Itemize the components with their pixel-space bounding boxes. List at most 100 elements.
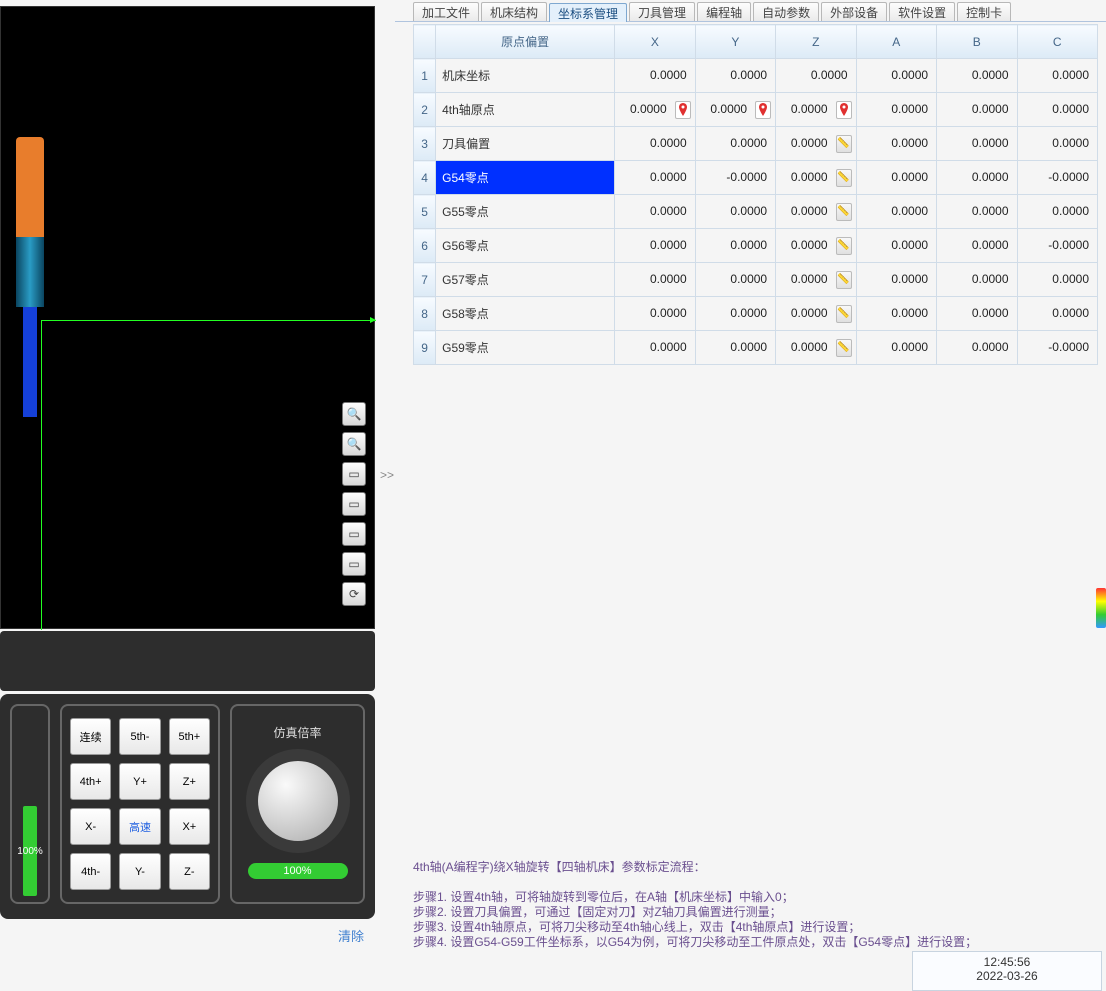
cell-value[interactable]: 0.0000 xyxy=(695,59,775,93)
cell-value[interactable]: 0.0000 xyxy=(615,195,695,229)
cell-value[interactable]: 0.0000 xyxy=(615,297,695,331)
cell-value[interactable]: 0.0000 xyxy=(695,229,775,263)
cell-value[interactable]: 0.0000 xyxy=(856,263,936,297)
cell-value[interactable]: 0.0000📏 xyxy=(776,229,856,263)
ruler-icon[interactable]: 📏 xyxy=(836,305,852,323)
cell-value[interactable]: 0.0000 xyxy=(937,127,1017,161)
pin-icon[interactable] xyxy=(675,101,691,119)
row-name[interactable]: G54零点 xyxy=(436,161,615,195)
cell-value[interactable]: 0.0000 xyxy=(856,195,936,229)
table-row[interactable]: 4G54零点0.0000-0.00000.0000📏0.00000.0000-0… xyxy=(414,161,1098,195)
tab-7[interactable]: 软件设置 xyxy=(889,2,955,21)
cell-value[interactable]: 0.0000 xyxy=(856,59,936,93)
cell-value[interactable]: 0.0000 xyxy=(937,263,1017,297)
viewport-3d[interactable]: 🔍 🔍 ▭ ▭ ▭ ▭ ⟳ xyxy=(0,6,375,629)
cell-value[interactable]: 0.0000 xyxy=(856,127,936,161)
jog-Y+[interactable]: Y+ xyxy=(119,763,160,800)
cell-value[interactable]: 0.0000 xyxy=(937,93,1017,127)
cell-value[interactable]: 0.0000📏 xyxy=(776,331,856,365)
th-C[interactable]: C xyxy=(1017,25,1097,59)
tab-8[interactable]: 控制卡 xyxy=(957,2,1011,21)
cell-value[interactable]: 0.0000 xyxy=(937,161,1017,195)
cell-value[interactable]: 0.0000 xyxy=(615,331,695,365)
tab-5[interactable]: 自动参数 xyxy=(753,2,819,21)
cell-value[interactable]: 0.0000 xyxy=(615,93,695,127)
cell-value[interactable]: 0.0000 xyxy=(776,59,856,93)
cell-value[interactable]: 0.0000📏 xyxy=(776,127,856,161)
cell-value[interactable]: 0.0000📏 xyxy=(776,161,856,195)
cell-value[interactable]: 0.0000 xyxy=(937,297,1017,331)
cell-value[interactable]: 0.0000 xyxy=(615,161,695,195)
ruler-icon[interactable]: 📏 xyxy=(836,339,852,357)
table-row[interactable]: 3刀具偏置0.00000.00000.0000📏0.00000.00000.00… xyxy=(414,127,1098,161)
row-name[interactable]: 4th轴原点 xyxy=(436,93,615,127)
row-name[interactable]: G56零点 xyxy=(436,229,615,263)
cell-value[interactable]: 0.0000 xyxy=(615,59,695,93)
refresh-icon[interactable]: ⟳ xyxy=(342,582,366,606)
cell-value[interactable]: 0.0000 xyxy=(695,93,775,127)
jog-Z-[interactable]: Z- xyxy=(169,853,210,890)
ruler-icon[interactable]: 📏 xyxy=(836,169,852,187)
cell-value[interactable]: 0.0000 xyxy=(1017,93,1097,127)
cell-value[interactable]: 0.0000 xyxy=(856,331,936,365)
row-name[interactable]: G57零点 xyxy=(436,263,615,297)
th-A[interactable]: A xyxy=(856,25,936,59)
pin-icon[interactable] xyxy=(755,101,771,119)
cell-value[interactable]: 0.0000 xyxy=(695,331,775,365)
ruler-icon[interactable]: 📏 xyxy=(836,203,852,221)
color-strip-icon[interactable] xyxy=(1096,588,1106,628)
cell-value[interactable]: 0.0000📏 xyxy=(776,195,856,229)
cell-value[interactable]: 0.0000 xyxy=(856,297,936,331)
table-row[interactable]: 9G59零点0.00000.00000.0000📏0.00000.0000-0.… xyxy=(414,331,1098,365)
view-front-icon[interactable]: ▭ xyxy=(342,462,366,486)
tab-3[interactable]: 刀具管理 xyxy=(629,2,695,21)
jog-X-[interactable]: X- xyxy=(70,808,111,845)
jog-Z+[interactable]: Z+ xyxy=(169,763,210,800)
ruler-icon[interactable]: 📏 xyxy=(836,271,852,289)
row-name[interactable]: G58零点 xyxy=(436,297,615,331)
cell-value[interactable]: -0.0000 xyxy=(1017,229,1097,263)
jog-5th+[interactable]: 5th+ xyxy=(169,718,210,755)
jog-4th+[interactable]: 4th+ xyxy=(70,763,111,800)
cell-value[interactable]: 0.0000 xyxy=(856,93,936,127)
cell-value[interactable]: 0.0000 xyxy=(1017,59,1097,93)
sim-dial[interactable] xyxy=(258,761,338,841)
cell-value[interactable]: 0.0000 xyxy=(937,195,1017,229)
zoom-out-icon[interactable]: 🔍 xyxy=(342,432,366,456)
cell-value[interactable]: 0.0000 xyxy=(1017,127,1097,161)
table-row[interactable]: 7G57零点0.00000.00000.0000📏0.00000.00000.0… xyxy=(414,263,1098,297)
jog-连续[interactable]: 连续 xyxy=(70,718,111,755)
th-Z[interactable]: Z xyxy=(776,25,856,59)
cell-value[interactable]: 0.0000 xyxy=(1017,195,1097,229)
jog-X+[interactable]: X+ xyxy=(169,808,210,845)
cell-value[interactable]: 0.0000📏 xyxy=(776,297,856,331)
cell-value[interactable]: 0.0000 xyxy=(615,127,695,161)
row-name[interactable]: 刀具偏置 xyxy=(436,127,615,161)
view-side-icon[interactable]: ▭ xyxy=(342,522,366,546)
cell-value[interactable]: 0.0000 xyxy=(695,297,775,331)
cell-value[interactable]: 0.0000 xyxy=(615,229,695,263)
row-name[interactable]: 机床坐标 xyxy=(436,59,615,93)
expand-handle-icon[interactable]: >> xyxy=(380,468,394,482)
tab-2[interactable]: 坐标系管理 xyxy=(549,3,627,22)
cell-value[interactable]: 0.0000 xyxy=(615,263,695,297)
cell-value[interactable]: 0.0000 xyxy=(937,229,1017,263)
cell-value[interactable]: -0.0000 xyxy=(695,161,775,195)
table-row[interactable]: 8G58零点0.00000.00000.0000📏0.00000.00000.0… xyxy=(414,297,1098,331)
cell-value[interactable]: 0.0000 xyxy=(695,195,775,229)
cell-value[interactable]: 0.0000 xyxy=(776,93,856,127)
th-X[interactable]: X xyxy=(615,25,695,59)
th-B[interactable]: B xyxy=(937,25,1017,59)
th-Y[interactable]: Y xyxy=(695,25,775,59)
tab-4[interactable]: 编程轴 xyxy=(697,2,751,21)
table-row[interactable]: 5G55零点0.00000.00000.0000📏0.00000.00000.0… xyxy=(414,195,1098,229)
row-name[interactable]: G59零点 xyxy=(436,331,615,365)
cell-value[interactable]: 0.0000 xyxy=(1017,297,1097,331)
cell-value[interactable]: 0.0000 xyxy=(695,127,775,161)
ruler-icon[interactable]: 📏 xyxy=(836,135,852,153)
view-top-icon[interactable]: ▭ xyxy=(342,492,366,516)
tab-1[interactable]: 机床结构 xyxy=(481,2,547,21)
jog-Y-[interactable]: Y- xyxy=(119,853,160,890)
table-row[interactable]: 6G56零点0.00000.00000.0000📏0.00000.0000-0.… xyxy=(414,229,1098,263)
tab-6[interactable]: 外部设备 xyxy=(821,2,887,21)
